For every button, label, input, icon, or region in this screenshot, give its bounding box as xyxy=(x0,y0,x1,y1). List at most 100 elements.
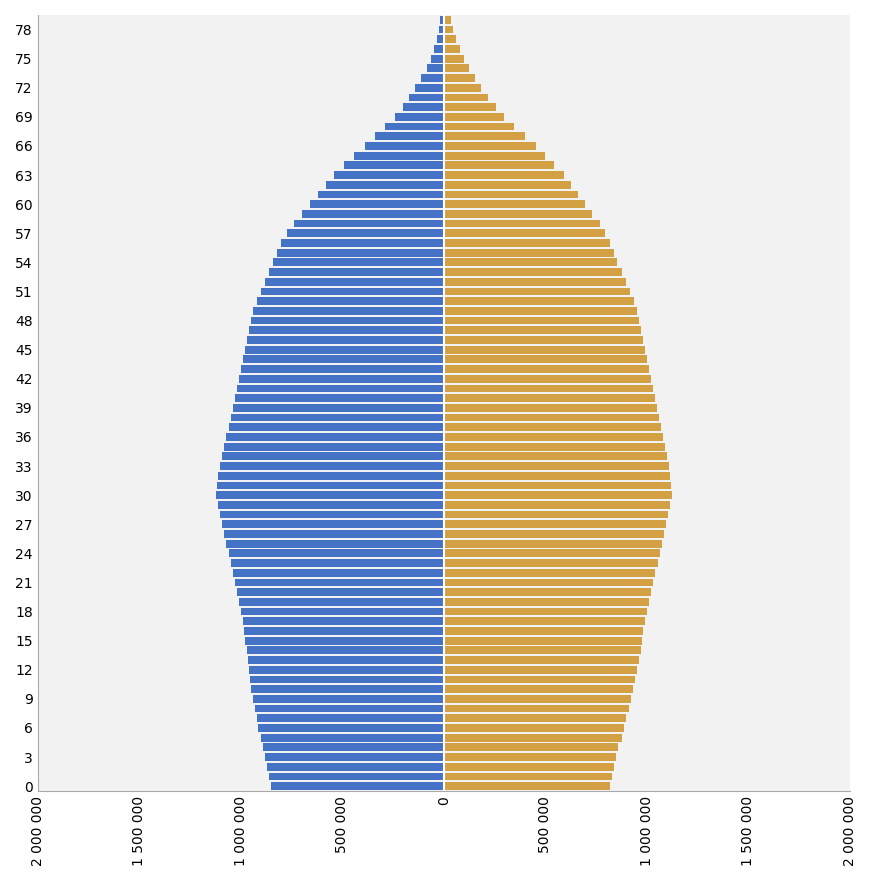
Bar xyxy=(265,753,444,761)
Bar xyxy=(444,26,453,33)
Bar xyxy=(241,366,444,373)
Bar xyxy=(444,695,630,703)
Bar xyxy=(247,647,444,655)
Bar xyxy=(239,598,444,606)
Bar xyxy=(282,239,444,247)
Bar xyxy=(444,45,460,53)
Bar xyxy=(218,472,444,479)
Bar xyxy=(444,608,647,616)
Bar xyxy=(444,93,488,101)
Bar xyxy=(444,637,642,645)
Bar xyxy=(233,569,444,577)
Bar xyxy=(230,559,444,567)
Bar xyxy=(318,190,444,198)
Bar xyxy=(444,248,615,256)
Bar xyxy=(444,307,637,315)
Bar xyxy=(444,113,504,121)
Bar xyxy=(444,55,464,63)
Bar xyxy=(326,181,444,189)
Bar xyxy=(444,181,571,189)
Bar xyxy=(440,16,444,24)
Bar xyxy=(444,705,629,713)
Bar xyxy=(239,375,444,382)
Bar xyxy=(444,239,610,247)
Bar xyxy=(227,433,444,440)
Bar xyxy=(269,268,444,276)
Bar xyxy=(224,530,444,537)
Bar xyxy=(233,404,444,411)
Bar xyxy=(251,316,444,324)
Bar xyxy=(444,268,622,276)
Bar xyxy=(444,395,655,402)
Bar xyxy=(444,511,668,518)
Bar xyxy=(216,492,444,499)
Bar xyxy=(444,618,645,626)
Bar xyxy=(444,316,639,324)
Bar xyxy=(444,521,666,528)
Bar xyxy=(444,482,671,489)
Bar xyxy=(444,132,525,140)
Bar xyxy=(235,579,444,587)
Bar xyxy=(444,122,514,130)
Bar xyxy=(403,103,444,111)
Bar xyxy=(437,35,444,43)
Bar xyxy=(444,278,625,285)
Bar xyxy=(444,453,667,460)
Bar xyxy=(258,724,444,732)
Bar xyxy=(444,492,672,499)
Bar xyxy=(247,336,444,344)
Bar xyxy=(241,608,444,616)
Bar xyxy=(444,219,600,227)
Bar xyxy=(444,345,645,353)
Bar xyxy=(277,248,444,256)
Bar xyxy=(444,676,635,684)
Bar xyxy=(395,113,444,121)
Bar xyxy=(242,618,444,626)
Bar xyxy=(224,443,444,450)
Bar xyxy=(431,55,444,63)
Bar xyxy=(444,579,653,587)
Bar xyxy=(261,287,444,295)
Bar xyxy=(245,345,444,353)
Bar xyxy=(249,326,444,334)
Bar xyxy=(310,200,444,208)
Bar xyxy=(248,656,444,664)
Bar xyxy=(444,734,622,742)
Bar xyxy=(222,453,444,460)
Bar xyxy=(221,463,444,470)
Bar xyxy=(444,501,671,508)
Bar xyxy=(444,190,578,198)
Bar xyxy=(444,161,555,169)
Bar xyxy=(245,637,444,645)
Bar xyxy=(444,326,641,334)
Bar xyxy=(444,569,655,577)
Bar xyxy=(257,297,444,305)
Bar xyxy=(444,666,637,674)
Bar xyxy=(421,74,444,82)
Bar xyxy=(444,724,623,732)
Bar xyxy=(444,336,643,344)
Bar xyxy=(444,287,630,295)
Bar xyxy=(444,35,456,43)
Bar xyxy=(444,443,665,450)
Bar xyxy=(222,521,444,528)
Bar xyxy=(228,424,444,431)
Bar xyxy=(434,45,444,53)
Bar xyxy=(444,74,475,82)
Bar xyxy=(444,598,649,606)
Bar xyxy=(444,647,641,655)
Bar xyxy=(242,355,444,363)
Bar xyxy=(236,589,444,596)
Bar xyxy=(444,229,605,237)
Bar xyxy=(236,385,444,392)
Bar xyxy=(444,782,610,790)
Bar xyxy=(444,142,535,150)
Bar xyxy=(235,395,444,402)
Bar xyxy=(426,64,444,72)
Bar xyxy=(444,714,625,722)
Bar xyxy=(221,511,444,518)
Bar xyxy=(444,210,592,218)
Bar xyxy=(294,219,444,227)
Bar xyxy=(257,714,444,722)
Bar xyxy=(263,744,444,751)
